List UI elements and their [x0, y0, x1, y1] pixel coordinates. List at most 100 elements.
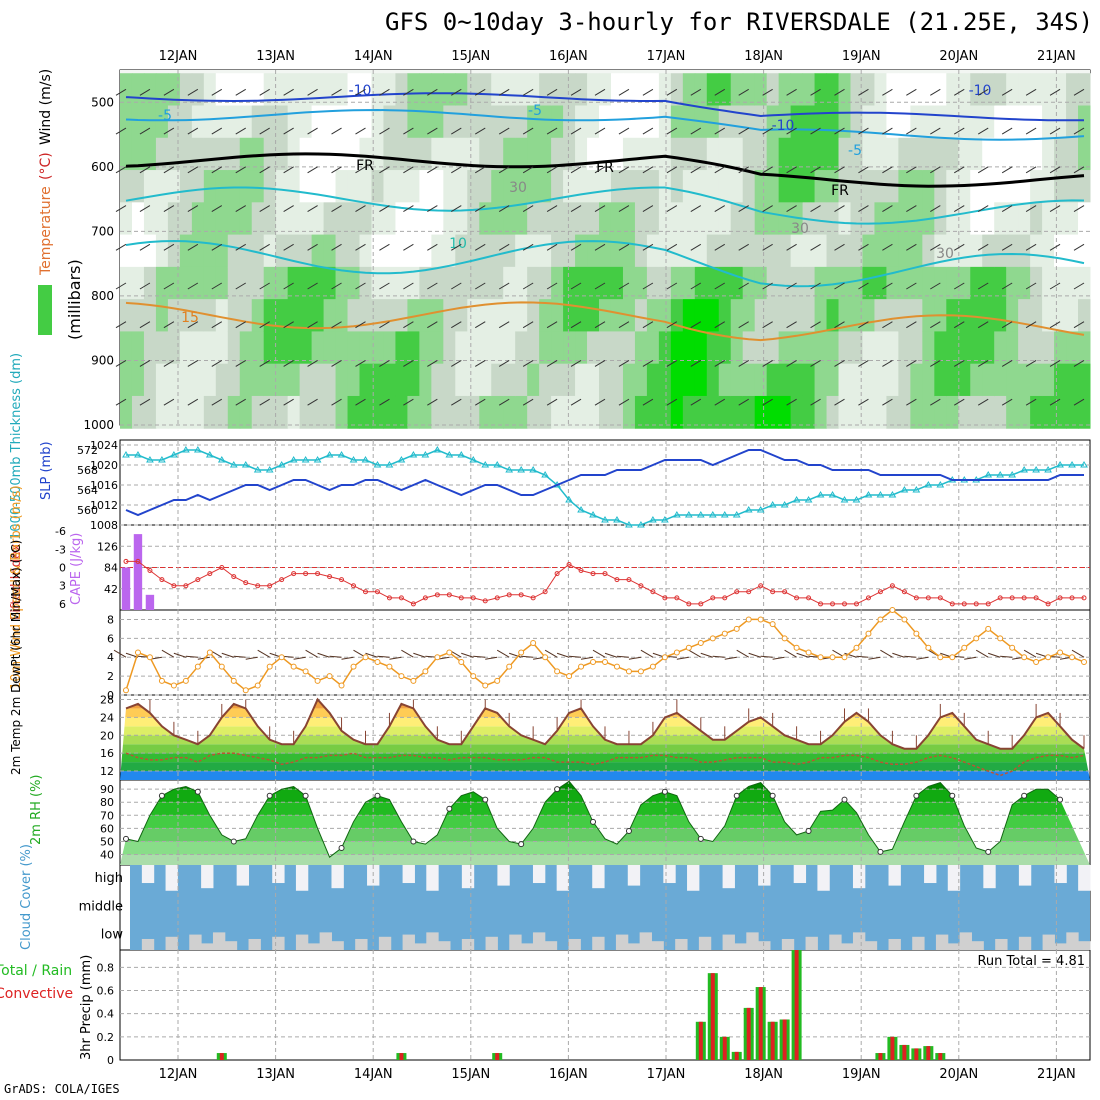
rh-cell — [730, 105, 744, 139]
rh-cell — [646, 395, 660, 429]
lifted-index-line — [126, 560, 1084, 605]
li-tick: 6 — [59, 598, 66, 611]
rh-cell — [539, 202, 552, 236]
rh-cell — [682, 331, 696, 365]
rh-cell — [479, 137, 492, 171]
rh-cell — [850, 137, 863, 171]
lifted-index-point — [315, 571, 321, 577]
rh-cell — [658, 331, 672, 365]
rh-cell — [287, 73, 301, 106]
rh-cell — [599, 170, 612, 203]
rh-cell — [778, 170, 792, 203]
slp-tick: 1012 — [90, 499, 118, 512]
lifted-index-point — [183, 583, 189, 589]
wind-barb — [115, 88, 127, 96]
rh-cell — [539, 105, 552, 139]
wind-speed-point — [278, 654, 285, 661]
rh-cell — [874, 363, 887, 397]
wind-barb — [954, 321, 965, 329]
lifted-index-point — [1033, 595, 1039, 601]
rh-cell — [826, 331, 840, 365]
rh-cell — [886, 137, 899, 171]
thickness-point — [373, 461, 382, 468]
wind-barb — [930, 166, 941, 174]
rh-cell — [575, 202, 588, 236]
wind-speed-point — [889, 607, 896, 613]
rh-cell — [371, 234, 384, 268]
lifted-index-point — [806, 595, 812, 601]
lifted-index-point — [518, 592, 524, 598]
temp-tick: 16 — [100, 747, 114, 760]
wind-barb — [211, 88, 223, 96]
temperature-unit-label: (°C) — [38, 152, 54, 180]
rh-cell — [527, 137, 540, 171]
rh-cell — [443, 363, 456, 397]
rh-cell — [155, 105, 169, 139]
wind-barb — [283, 360, 294, 367]
rh-point — [949, 792, 956, 799]
wind-barb — [930, 127, 941, 135]
wind-barb — [906, 127, 917, 135]
wind-barb — [498, 127, 510, 135]
cloud-low-cell — [568, 938, 581, 950]
contour-label: 30 — [791, 221, 809, 237]
rh-cell — [395, 105, 408, 139]
rh-cell — [575, 105, 588, 139]
rh-cell — [838, 170, 851, 203]
cloud-high-cell — [201, 865, 214, 889]
rh-cell — [634, 105, 648, 139]
thickness-point — [277, 461, 286, 468]
lifted-index-point — [1009, 595, 1015, 601]
cloud-low-cell — [971, 941, 984, 950]
rh-cell — [1006, 73, 1019, 106]
thickness-point — [493, 461, 502, 468]
rh-cell — [982, 202, 995, 236]
day-label-top: 17JAN — [647, 49, 686, 64]
rh-cell — [120, 170, 133, 203]
rh-cell — [994, 105, 1007, 139]
wind-barb — [954, 88, 965, 96]
wind-barb — [1049, 205, 1061, 212]
thickness-point — [170, 451, 178, 458]
wind-speed-point — [733, 625, 740, 632]
rh-point — [446, 805, 453, 812]
rh-cell — [599, 73, 612, 106]
wind-barb — [738, 88, 749, 96]
rh-cell — [970, 170, 983, 203]
wind-barb — [1025, 127, 1037, 135]
rh-cell — [179, 234, 193, 268]
rh-cell — [407, 73, 420, 106]
rh-cell — [203, 395, 217, 429]
cloud-low-cell — [295, 934, 309, 950]
rh-cell — [599, 363, 612, 397]
rh-cell — [155, 299, 169, 332]
rh-cell — [718, 202, 732, 236]
rh-cell — [1006, 234, 1019, 268]
wind-barb — [307, 127, 318, 135]
wind-barb — [1025, 205, 1037, 212]
rh-cell — [946, 331, 959, 365]
wind-barb — [642, 360, 654, 367]
rh-cell — [120, 266, 133, 300]
rh-cell — [766, 395, 780, 429]
rh-cell — [922, 105, 935, 139]
wind-barb — [427, 360, 438, 367]
wind-barb — [714, 398, 726, 406]
wind-barb — [786, 127, 797, 135]
rh-cell — [359, 137, 372, 171]
rh-cell — [371, 266, 384, 300]
rh-cell — [395, 234, 408, 268]
cloud-low-cell — [141, 938, 155, 950]
wind-barb — [690, 321, 702, 329]
wind-barb — [522, 127, 534, 135]
rh-cell — [646, 170, 660, 203]
rh-cell — [814, 266, 828, 300]
rh-cell — [694, 363, 708, 397]
isotherm-contour — [125, 239, 1085, 288]
thickness-point — [1032, 466, 1040, 473]
rh-cell — [359, 299, 372, 332]
wind-speed-point — [625, 668, 632, 675]
rh-cell — [838, 331, 851, 365]
rh-cell — [1066, 331, 1079, 365]
wind-barb — [451, 398, 462, 406]
